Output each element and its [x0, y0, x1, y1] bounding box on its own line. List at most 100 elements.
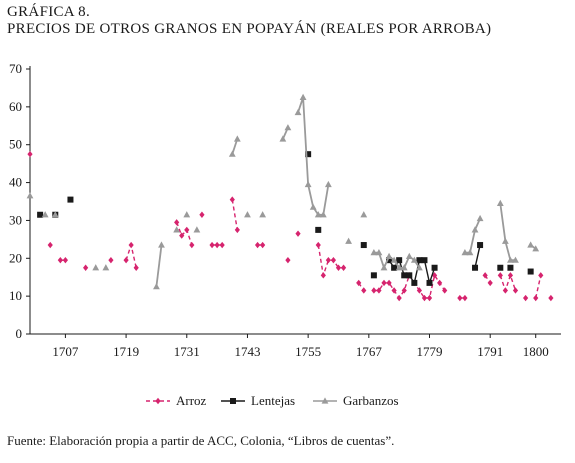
data-point-garbanzos [476, 214, 484, 222]
legend-label-arroz: Arroz [176, 393, 207, 408]
data-point-lentejas [421, 257, 428, 264]
data-point-arroz [174, 219, 180, 226]
data-point-arroz [214, 241, 220, 249]
data-point-garbanzos [390, 256, 398, 263]
data-point-garbanzos [532, 245, 540, 252]
series-line-lentejas [474, 244, 481, 268]
data-point-lentejas [360, 242, 367, 249]
data-point-garbanzos [304, 180, 312, 188]
data-point-garbanzos [360, 211, 368, 218]
chart-series [26, 93, 554, 302]
data-point-arroz [315, 241, 321, 249]
figure-label: GRÁFICA 8. [7, 4, 91, 20]
y-tick-label: 30 [9, 212, 22, 227]
data-point-lentejas [315, 226, 322, 233]
data-point-arroz [512, 287, 519, 294]
legend-label-lentejas: Lentejas [251, 393, 295, 408]
data-point-lentejas [386, 257, 393, 264]
data-point-arroz [340, 264, 347, 271]
data-point-lentejas [401, 272, 408, 279]
data-point-garbanzos [527, 241, 535, 248]
data-point-arroz [123, 256, 129, 264]
data-point-arroz [386, 279, 392, 287]
data-point-arroz [209, 241, 215, 249]
data-point-arroz [416, 287, 422, 294]
data-point-lentejas [411, 279, 418, 286]
data-point-arroz [421, 294, 428, 302]
data-point-arroz [320, 272, 326, 279]
data-point-arroz [335, 264, 342, 271]
data-point-garbanzos [345, 237, 352, 244]
data-point-garbanzos [299, 93, 307, 100]
data-point-garbanzos [314, 211, 322, 218]
data-point-garbanzos [461, 249, 469, 256]
data-point-arroz [179, 232, 185, 239]
data-point-garbanzos [410, 256, 418, 263]
x-tick-label: 1779 [417, 344, 443, 359]
data-point-arroz [482, 272, 488, 279]
data-point-lentejas [406, 272, 413, 279]
x-tick-label: 1707 [52, 344, 79, 359]
data-point-garbanzos [395, 264, 403, 271]
data-point-garbanzos [183, 211, 191, 218]
chart-title: PRECIOS DE OTROS GRANOS EN POPAYÁN (REAL… [7, 21, 492, 37]
data-point-arroz [371, 287, 377, 294]
legend-marker-arroz [155, 397, 161, 405]
data-point-garbanzos [324, 180, 332, 188]
data-point-lentejas [67, 196, 74, 203]
data-point-arroz [83, 264, 89, 271]
data-point-garbanzos [228, 150, 236, 157]
data-point-arroz [401, 287, 407, 294]
data-point-arroz [27, 150, 33, 158]
data-point-arroz [523, 294, 529, 302]
legend-label-garbanzos: Garbanzos [343, 393, 399, 408]
series-line-arroz [231, 199, 238, 231]
series-line-arroz [125, 242, 137, 268]
legend-marker-lentejas [230, 398, 236, 404]
data-point-garbanzos [416, 264, 423, 271]
data-point-arroz [229, 196, 235, 203]
data-point-lentejas [37, 211, 44, 218]
x-tick-label: 1755 [295, 344, 321, 359]
data-point-arroz [108, 256, 114, 264]
data-point-garbanzos [173, 226, 181, 233]
data-point-arroz [57, 256, 63, 264]
data-point-arroz [254, 241, 261, 249]
x-tick-label: 1743 [234, 344, 260, 359]
chart-axes: 0 10 20 30 40 50 60 70 1707 1719 1731 1743 1755 1767 1… [9, 61, 561, 359]
data-point-lentejas [391, 264, 398, 271]
data-point-garbanzos [51, 211, 59, 218]
legend-item-arroz: Arroz [146, 393, 207, 408]
data-point-garbanzos [233, 135, 241, 142]
data-point-garbanzos [405, 252, 413, 259]
data-point-lentejas [396, 257, 403, 264]
data-point-lentejas [527, 268, 534, 275]
data-point-arroz [391, 287, 397, 294]
series-line-garbanzos [155, 244, 163, 287]
data-point-garbanzos [158, 241, 165, 248]
data-point-lentejas [305, 151, 312, 158]
data-point-arroz [548, 294, 554, 302]
data-point-garbanzos [512, 256, 519, 263]
data-point-lentejas [426, 279, 433, 286]
data-point-lentejas [477, 242, 484, 249]
data-point-arroz [184, 226, 190, 234]
data-point-arroz [431, 272, 438, 279]
data-point-lentejas [472, 264, 479, 271]
data-point-garbanzos [26, 192, 34, 199]
data-point-lentejas [497, 264, 504, 271]
data-point-lentejas [370, 272, 377, 279]
data-point-arroz [62, 256, 68, 264]
y-tick-label: 50 [9, 137, 22, 152]
data-point-garbanzos [193, 226, 201, 233]
data-point-arroz [199, 211, 205, 218]
data-point-arroz [133, 264, 139, 271]
legend-item-lentejas: Lentejas [221, 393, 295, 408]
data-point-arroz [356, 279, 362, 287]
data-point-arroz [361, 287, 367, 294]
x-tick-label: 1731 [174, 344, 200, 359]
x-tick-label: 1800 [523, 344, 549, 359]
data-point-arroz [533, 294, 539, 302]
source-note: Fuente: Elaboración propia a partir de A… [7, 433, 395, 448]
